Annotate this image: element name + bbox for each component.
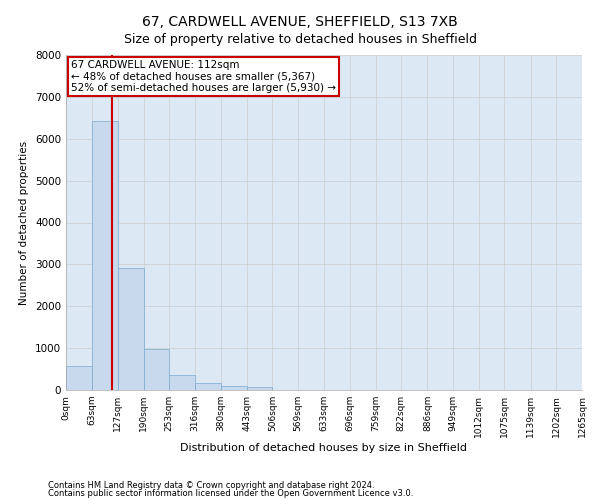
Text: Contains HM Land Registry data © Crown copyright and database right 2024.: Contains HM Land Registry data © Crown c… — [48, 480, 374, 490]
Bar — [143, 349, 169, 390]
Text: 67, CARDWELL AVENUE, SHEFFIELD, S13 7XB: 67, CARDWELL AVENUE, SHEFFIELD, S13 7XB — [142, 15, 458, 29]
Bar — [66, 366, 92, 390]
Text: 67 CARDWELL AVENUE: 112sqm
← 48% of detached houses are smaller (5,367)
52% of s: 67 CARDWELL AVENUE: 112sqm ← 48% of deta… — [71, 60, 336, 93]
Bar — [221, 386, 247, 390]
Bar — [118, 268, 143, 390]
Bar — [195, 383, 221, 390]
Bar — [247, 387, 272, 390]
Bar — [92, 121, 118, 390]
Bar — [169, 375, 195, 390]
Y-axis label: Number of detached properties: Number of detached properties — [19, 140, 29, 304]
Text: Size of property relative to detached houses in Sheffield: Size of property relative to detached ho… — [124, 32, 476, 46]
X-axis label: Distribution of detached houses by size in Sheffield: Distribution of detached houses by size … — [181, 442, 467, 452]
Text: Contains public sector information licensed under the Open Government Licence v3: Contains public sector information licen… — [48, 489, 413, 498]
